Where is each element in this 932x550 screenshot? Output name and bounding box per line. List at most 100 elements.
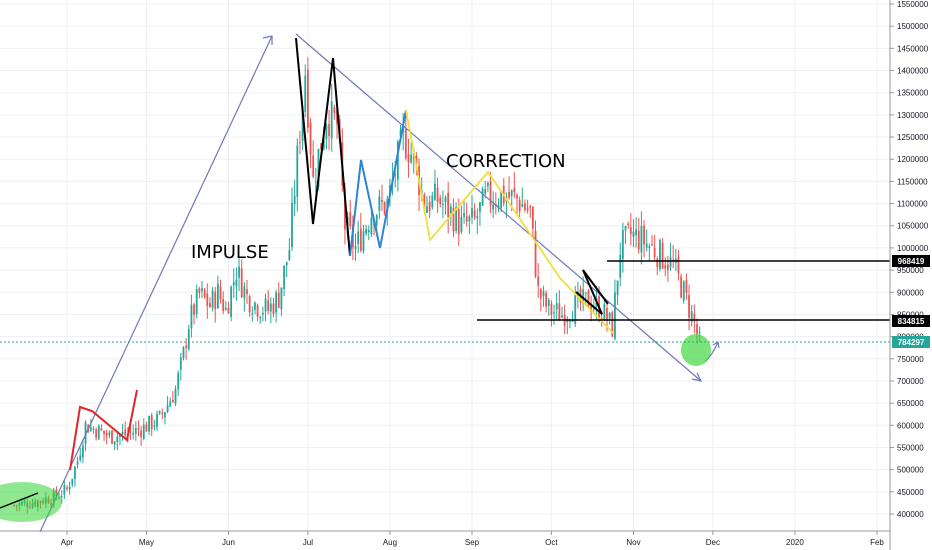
annotation-correction: CORRECTION	[446, 151, 566, 172]
candle-body	[471, 208, 473, 218]
candle-body	[484, 189, 487, 194]
annotation-impulse: IMPULSE	[191, 242, 269, 263]
candle-body	[479, 202, 481, 212]
svg-text:968419: 968419	[898, 257, 925, 266]
candle-body	[182, 347, 185, 358]
candle-body	[550, 303, 553, 315]
candle-body	[246, 289, 248, 295]
candle-body	[84, 422, 87, 444]
candle-body	[219, 286, 222, 300]
correction-arrowhead	[691, 372, 703, 382]
candle-body	[582, 289, 585, 304]
candle-body	[428, 201, 431, 212]
candle-body	[516, 195, 518, 199]
candle-body	[285, 261, 288, 266]
candle-body	[396, 141, 399, 180]
candle-body	[71, 478, 74, 485]
candle-body	[153, 425, 156, 427]
candle-body	[230, 286, 233, 318]
candle-body	[590, 305, 593, 312]
price-label-968419: 968419	[892, 255, 930, 267]
candle-body	[592, 308, 595, 310]
y-tick-label: 850000	[897, 310, 924, 319]
candle-body	[105, 432, 108, 436]
candle-body	[193, 304, 195, 315]
candle-body	[619, 254, 622, 278]
candle-body	[291, 202, 293, 248]
candle-body	[235, 279, 238, 287]
candle-body	[611, 312, 614, 337]
y-tick-label: 750000	[897, 355, 924, 364]
candle-body	[333, 107, 336, 114]
candle-body	[216, 283, 219, 309]
candle-body	[81, 445, 84, 458]
candle-body	[584, 292, 587, 294]
candle-body	[486, 182, 489, 187]
candle-body	[434, 183, 436, 200]
candle-body	[447, 192, 450, 218]
highlight-ellipse-start	[0, 482, 62, 522]
candle-body	[614, 292, 616, 339]
y-tick-label: 700000	[897, 377, 924, 386]
candle-body	[587, 290, 590, 309]
candle-body	[463, 213, 465, 217]
candle-body	[288, 250, 291, 260]
candle-body	[309, 122, 312, 155]
candle-body	[248, 296, 251, 313]
x-tick-label: Jun	[222, 538, 235, 547]
candle-body	[399, 129, 402, 136]
candle-body	[267, 300, 270, 311]
candle-body	[508, 192, 510, 198]
candle-body	[693, 313, 696, 322]
candle-body	[468, 216, 471, 222]
candle-body	[179, 357, 182, 370]
candle-body	[553, 312, 555, 314]
candle-body	[164, 412, 166, 417]
candle-body	[195, 289, 198, 314]
candle-body	[296, 145, 299, 197]
candle-body	[574, 295, 577, 325]
y-tick-label: 1450000	[897, 44, 929, 53]
candle-body	[211, 290, 214, 309]
x-tick-label: 2020	[786, 538, 804, 547]
candle-body	[349, 212, 352, 227]
price-axis-ticks: 400000 450000 500000 550000 600000 650000 7000…	[890, 0, 929, 519]
y-tick-label: 1400000	[897, 67, 929, 76]
candle-body	[526, 208, 529, 211]
candle-body	[140, 430, 143, 437]
candle-body	[63, 485, 66, 495]
y-tick-label: 1200000	[897, 155, 929, 164]
candle-body	[76, 461, 79, 465]
candle-body	[304, 75, 307, 112]
candle-body	[68, 486, 71, 490]
y-tick-label: 1300000	[897, 111, 929, 120]
candle-body	[142, 424, 145, 439]
candle-body	[621, 230, 624, 259]
candle-body	[108, 432, 111, 436]
svg-text:834815: 834815	[898, 317, 925, 326]
x-tick-label: Apr	[61, 538, 74, 547]
candle-body	[643, 225, 645, 245]
candle-body	[521, 203, 524, 208]
candle-body	[460, 216, 463, 232]
y-tick-label: 1250000	[897, 133, 929, 142]
y-tick-label: 400000	[897, 510, 924, 519]
candle-body	[608, 312, 611, 319]
candle-body	[129, 431, 132, 433]
candle-body	[510, 190, 513, 196]
candle-body	[158, 411, 161, 414]
y-tick-label: 950000	[897, 266, 924, 275]
start-trendline	[0, 492, 39, 509]
candle-body	[635, 229, 638, 236]
candle-body	[444, 197, 447, 203]
y-tick-label: 1350000	[897, 89, 929, 98]
candle-body	[627, 223, 630, 225]
price-label-834815: 834815	[892, 315, 930, 327]
candle-body	[336, 110, 338, 124]
candle-body	[222, 299, 225, 312]
candle-body	[97, 425, 100, 440]
candle-body	[312, 155, 315, 177]
y-tick-label: 1550000	[897, 0, 929, 9]
candle-body	[232, 282, 235, 286]
x-tick-label: Sep	[465, 538, 480, 547]
